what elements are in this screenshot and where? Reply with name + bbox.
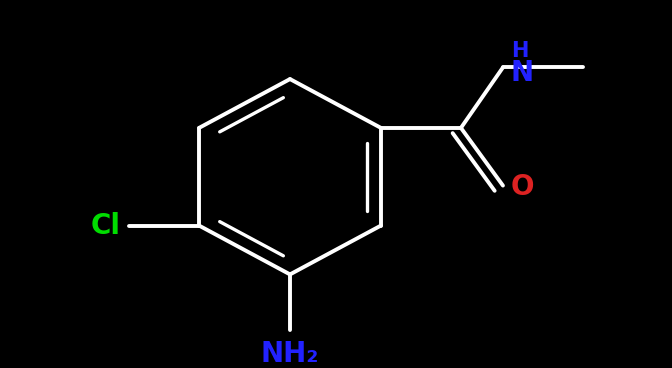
Text: N: N — [511, 59, 534, 87]
Text: NH₂: NH₂ — [261, 340, 319, 368]
Text: Cl: Cl — [91, 212, 121, 240]
Text: H: H — [511, 41, 528, 61]
Text: O: O — [511, 173, 534, 201]
